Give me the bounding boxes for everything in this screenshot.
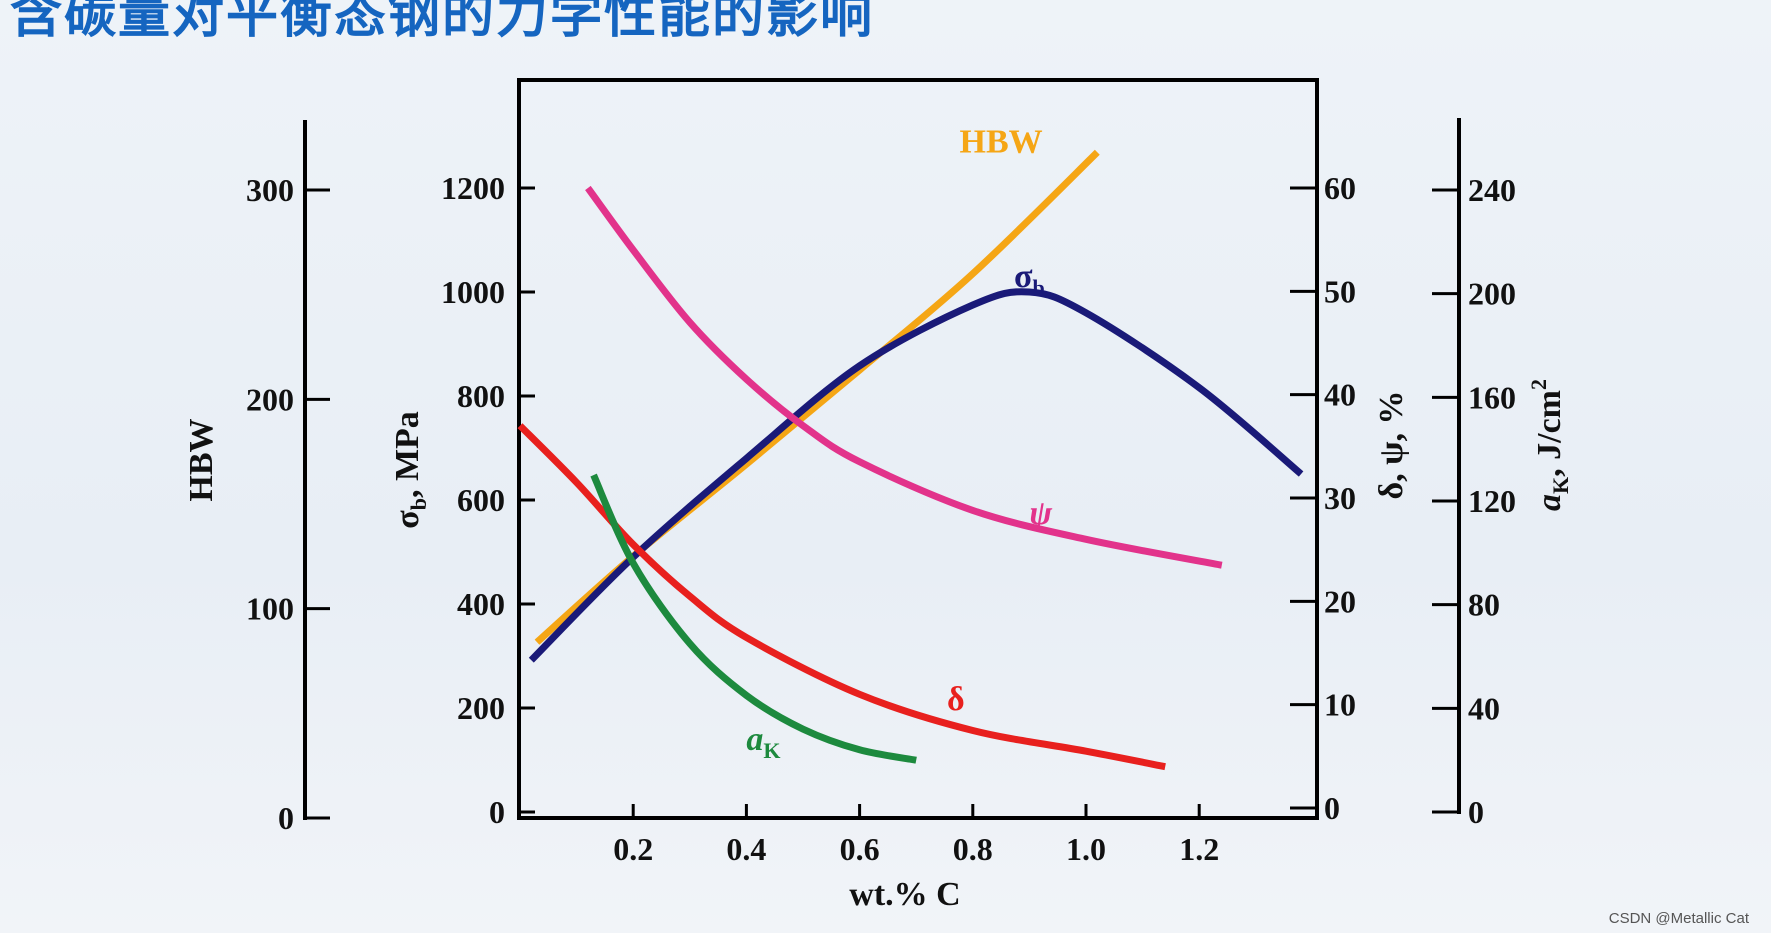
- sigma-tick-label: 0: [489, 794, 505, 830]
- sigma-tick-label: 800: [457, 378, 505, 414]
- ak-tick-label: 200: [1468, 276, 1516, 312]
- pct-tick-label: 60: [1324, 170, 1356, 206]
- ak-tick-label: 120: [1468, 483, 1516, 519]
- series-delta-label: δ: [947, 681, 965, 718]
- series-psi-label: ψ: [1029, 495, 1052, 532]
- x-tick-label: 0.2: [613, 831, 653, 867]
- series-sigma-b-line: [528, 288, 1304, 663]
- hbw-tick-label: 300: [246, 172, 294, 208]
- series-layer: [517, 149, 1304, 771]
- hbw-axis-label: HBW: [183, 418, 220, 501]
- ak-tick-label: 240: [1468, 172, 1516, 208]
- series-psi-line: [585, 185, 1223, 569]
- sigma-tick-label: 1000: [441, 274, 505, 310]
- x-tick-label: 1.0: [1066, 831, 1106, 867]
- pct-tick-label: 50: [1324, 273, 1356, 309]
- x-axis-label: wt.% C: [849, 876, 960, 913]
- sigma-tick-label: 200: [457, 690, 505, 726]
- page-title: 含碳量对平衡态钢的力学性能的影响: [10, 0, 875, 45]
- series-sigma-b-label: σb: [1014, 258, 1045, 300]
- x-tick-label: 0.8: [953, 831, 993, 867]
- hbw-tick-label: 100: [246, 591, 294, 627]
- pct-tick-label: 30: [1324, 480, 1356, 516]
- sigma-tick-label: 400: [457, 586, 505, 622]
- ak-axis-label: aK, J/cm2: [1526, 379, 1573, 511]
- x-tick-label: 0.6: [840, 831, 880, 867]
- series-ak-line: [590, 473, 917, 764]
- pct-tick-label: 40: [1324, 377, 1356, 413]
- pct-tick-label: 20: [1324, 583, 1356, 619]
- x-tick-label: 0.4: [726, 831, 766, 867]
- ak-tick-label: 160: [1468, 379, 1516, 415]
- plot-frame: [517, 78, 1319, 820]
- sigma-tick-label: 600: [457, 482, 505, 518]
- series-delta-line: [517, 423, 1166, 771]
- series-ak-label: aK: [746, 721, 780, 763]
- ak-tick-label: 0: [1468, 794, 1484, 830]
- ak-tick-label: 80: [1468, 587, 1500, 623]
- x-tick-label: 1.2: [1179, 831, 1219, 867]
- series-hbw-label: HBW: [960, 123, 1043, 160]
- sigma-tick-label: 1200: [441, 170, 505, 206]
- pct-tick-label: 0: [1324, 790, 1340, 826]
- series-label-layer: HBW σb ψ δ aK: [746, 123, 1052, 762]
- ak-tick-label: 40: [1468, 690, 1500, 726]
- plot-frame-layer: [517, 78, 1319, 820]
- pct-tick-label: 10: [1324, 687, 1356, 723]
- axes-layer: 0.2 0.4 0.6 0.8 1.0 1.2wt.% C0100200300HBW020…: [183, 118, 1573, 913]
- pct-axis-label: δ, ψ, %: [1373, 390, 1410, 499]
- sigma-axis-label: σb, MPa: [389, 411, 431, 529]
- hbw-tick-label: 0: [278, 800, 294, 836]
- hbw-tick-label: 200: [246, 381, 294, 417]
- watermark: CSDN @Metallic Cat: [1608, 910, 1749, 927]
